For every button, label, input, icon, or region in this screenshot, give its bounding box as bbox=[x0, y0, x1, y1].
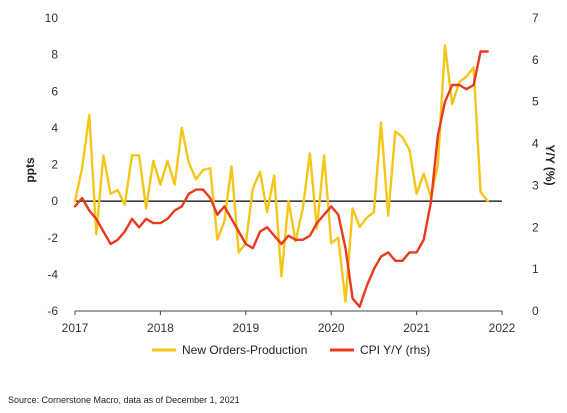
x-tick-label: 2019 bbox=[232, 321, 259, 335]
left-tick-label: 8 bbox=[51, 48, 58, 62]
right-axis-title: Y/Y (%) bbox=[543, 144, 557, 185]
left-axis-title: ppts bbox=[23, 157, 37, 183]
right-tick-label: 1 bbox=[532, 262, 539, 276]
x-axis-ticks: 2017 2018 2019 2020 2021 2022 bbox=[62, 311, 516, 335]
right-tick-label: 7 bbox=[532, 11, 539, 25]
left-tick-label: 4 bbox=[51, 121, 58, 135]
left-tick-label: -6 bbox=[47, 304, 58, 318]
left-tick-label: 10 bbox=[45, 11, 59, 25]
x-tick-label: 2018 bbox=[147, 321, 174, 335]
legend-label: New Orders-Production bbox=[182, 343, 307, 357]
left-y-axis-ticks: -6 -4 -2 0 2 4 6 8 10 bbox=[45, 11, 59, 318]
x-tick-label: 2017 bbox=[62, 321, 89, 335]
legend-label: CPI Y/Y (rhs) bbox=[360, 343, 430, 357]
x-tick-label: 2021 bbox=[403, 321, 430, 335]
right-tick-label: 6 bbox=[532, 53, 539, 67]
x-tick-label: 2020 bbox=[318, 321, 345, 335]
left-tick-label: 0 bbox=[51, 194, 58, 208]
left-tick-label: -4 bbox=[47, 267, 58, 281]
series-line-new-orders bbox=[73, 44, 489, 303]
legend: New Orders-Production CPI Y/Y (rhs) bbox=[152, 343, 430, 357]
left-tick-label: -2 bbox=[47, 231, 58, 245]
source-note: Source: Cornerstone Macro, data as of De… bbox=[8, 395, 240, 405]
right-tick-label: 2 bbox=[532, 220, 539, 234]
right-tick-label: 0 bbox=[532, 304, 539, 318]
series-group bbox=[73, 44, 489, 308]
right-y-axis-ticks: 0 1 2 3 4 5 6 7 bbox=[532, 11, 539, 318]
right-tick-label: 4 bbox=[532, 137, 539, 151]
right-tick-label: 3 bbox=[532, 178, 539, 192]
series-line-cpi bbox=[73, 50, 489, 308]
left-tick-label: 6 bbox=[51, 84, 58, 98]
x-tick-label: 2022 bbox=[489, 321, 516, 335]
left-tick-label: 2 bbox=[51, 158, 58, 172]
right-tick-label: 5 bbox=[532, 95, 539, 109]
